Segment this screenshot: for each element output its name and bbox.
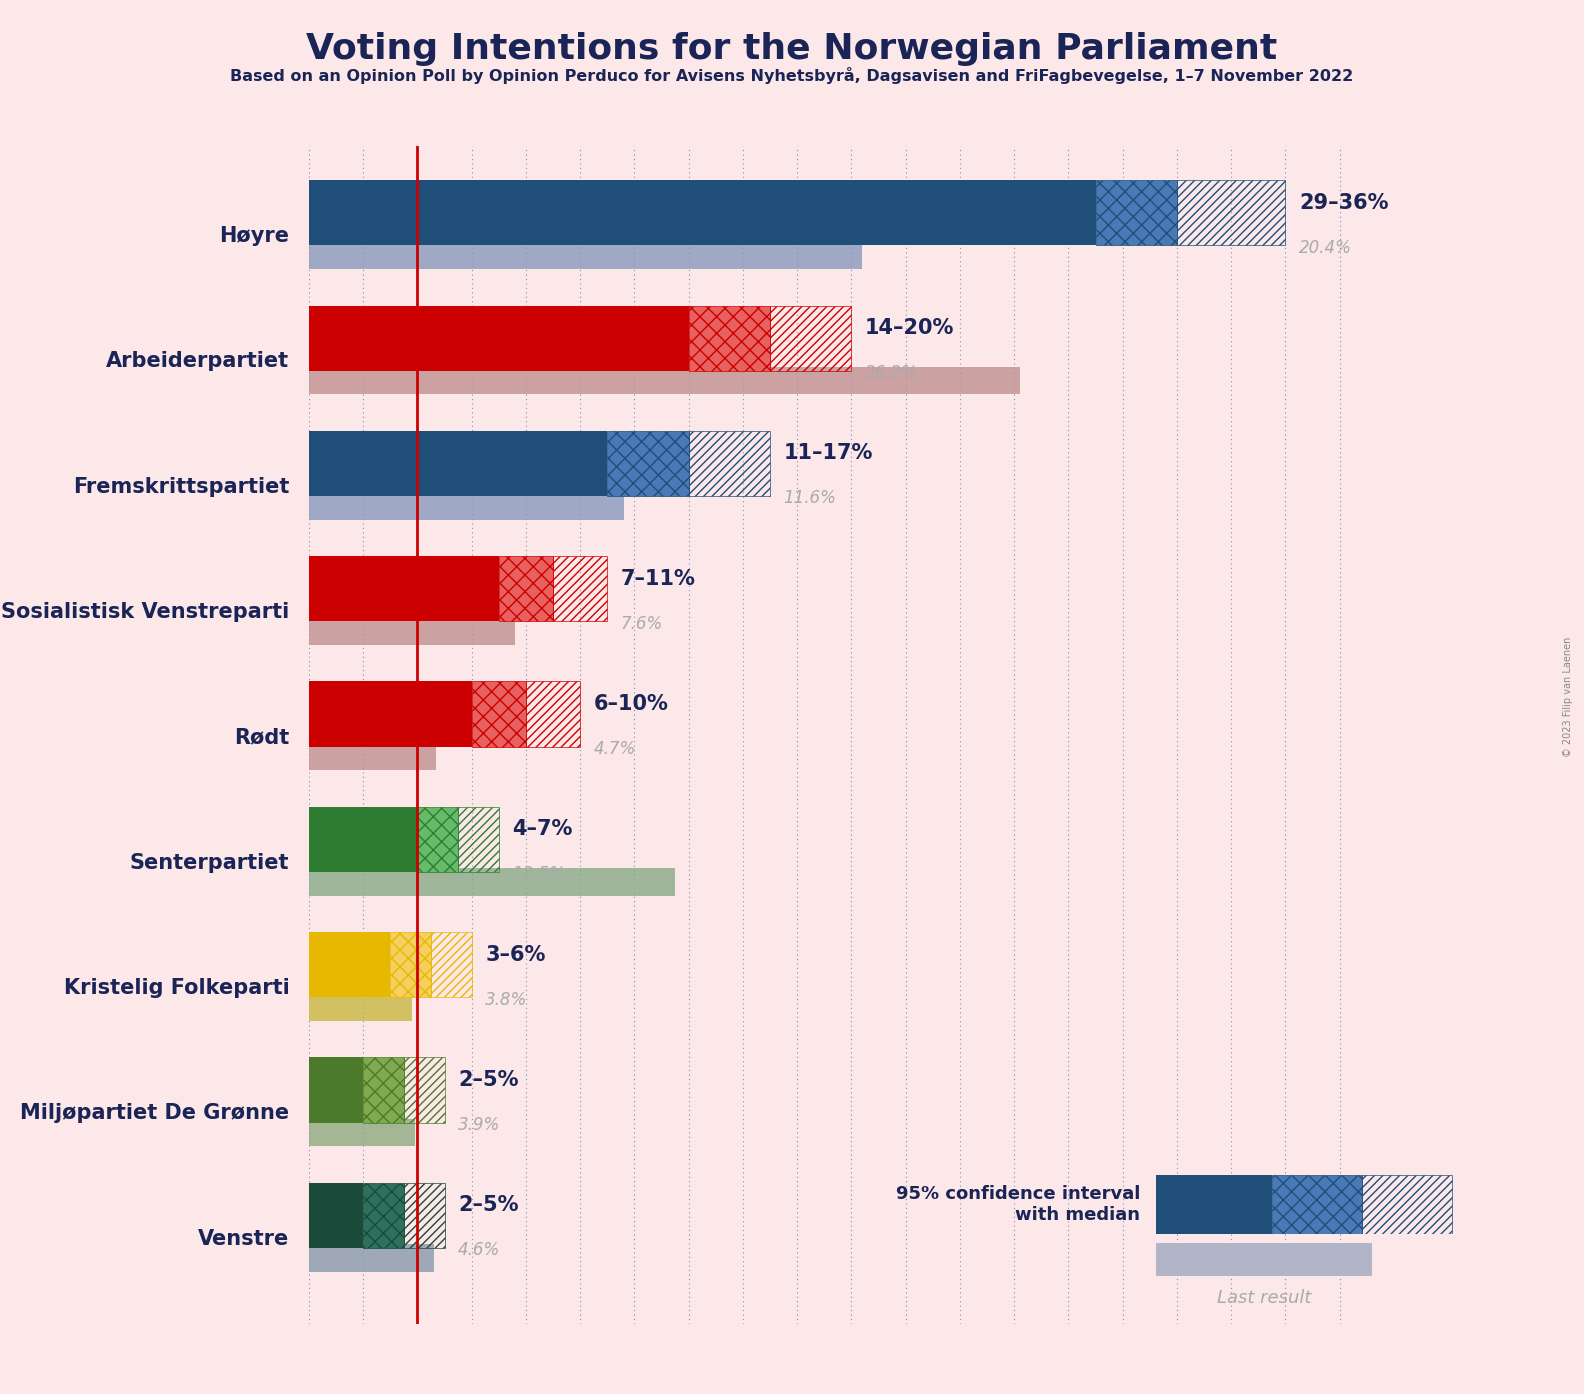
Text: 3.8%: 3.8%	[485, 991, 527, 1009]
Bar	[553, 556, 607, 622]
Bar	[309, 682, 472, 747]
Bar	[1362, 1175, 1453, 1234]
Bar	[309, 807, 418, 871]
Text: 6–10%: 6–10%	[594, 694, 668, 714]
Bar	[309, 241, 862, 269]
Bar	[309, 1182, 363, 1248]
Bar	[418, 807, 458, 871]
Text: 4.6%: 4.6%	[458, 1242, 501, 1259]
Bar	[1177, 180, 1286, 245]
Text: 11.6%: 11.6%	[784, 489, 836, 507]
Bar	[309, 367, 1020, 395]
Bar	[404, 1182, 445, 1248]
Text: © 2023 Filip van Laenen: © 2023 Filip van Laenen	[1563, 637, 1573, 757]
Text: 29–36%: 29–36%	[1299, 192, 1389, 213]
Bar	[404, 1058, 445, 1122]
Bar	[309, 618, 515, 645]
Text: 4–7%: 4–7%	[512, 820, 573, 839]
Bar	[309, 180, 1096, 245]
Bar	[472, 682, 526, 747]
Text: 13.5%: 13.5%	[512, 866, 565, 884]
Bar	[309, 994, 412, 1020]
Bar	[309, 1119, 415, 1146]
Bar	[1156, 1175, 1272, 1234]
Text: Voting Intentions for the Norwegian Parliament: Voting Intentions for the Norwegian Parl…	[306, 32, 1278, 66]
Bar	[309, 492, 624, 520]
Text: 14–20%: 14–20%	[865, 318, 954, 339]
Bar	[309, 743, 436, 771]
Bar	[309, 431, 607, 496]
Bar	[309, 868, 675, 896]
Text: 3–6%: 3–6%	[485, 945, 545, 965]
Bar	[770, 305, 852, 371]
Text: 7–11%: 7–11%	[621, 569, 695, 588]
Text: 4.7%: 4.7%	[594, 740, 635, 758]
Bar	[390, 933, 431, 997]
Bar	[689, 305, 770, 371]
Bar	[309, 305, 689, 371]
Bar	[689, 431, 770, 496]
Text: 3.9%: 3.9%	[458, 1117, 501, 1135]
Bar	[363, 1058, 404, 1122]
Bar	[309, 1243, 434, 1271]
Text: 20.4%: 20.4%	[1299, 238, 1351, 256]
Text: 11–17%: 11–17%	[784, 443, 873, 463]
Bar	[1272, 1175, 1362, 1234]
Text: 95% confidence interval
with median: 95% confidence interval with median	[897, 1185, 1140, 1224]
Bar	[309, 556, 499, 622]
Text: Last result: Last result	[1217, 1289, 1312, 1308]
Bar	[458, 807, 499, 871]
Text: 2–5%: 2–5%	[458, 1195, 518, 1216]
Text: Based on an Opinion Poll by Opinion Perduco for Avisens Nyhetsbyrå, Dagsavisen a: Based on an Opinion Poll by Opinion Perd…	[230, 67, 1354, 84]
Bar	[309, 933, 390, 997]
Bar	[499, 556, 553, 622]
Bar	[431, 933, 472, 997]
Bar	[363, 1182, 404, 1248]
Text: 7.6%: 7.6%	[621, 615, 664, 633]
Text: 2–5%: 2–5%	[458, 1071, 518, 1090]
Bar	[1096, 180, 1177, 245]
Text: 26.2%: 26.2%	[865, 364, 917, 382]
Bar	[309, 1058, 363, 1122]
Bar	[607, 431, 689, 496]
Bar	[526, 682, 580, 747]
